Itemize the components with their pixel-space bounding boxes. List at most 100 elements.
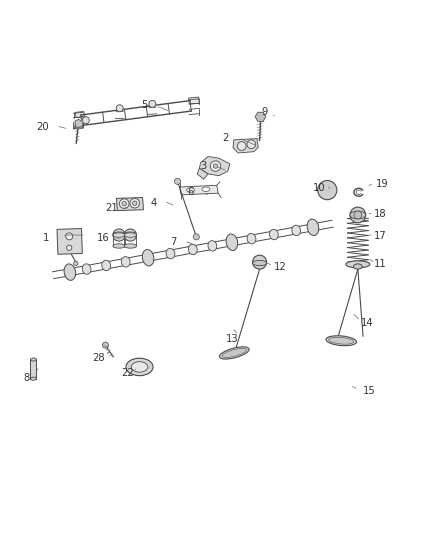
Circle shape bbox=[67, 245, 72, 251]
Text: 15: 15 bbox=[363, 386, 376, 396]
Text: 9: 9 bbox=[261, 107, 268, 117]
Text: 22: 22 bbox=[121, 368, 134, 378]
Text: 5: 5 bbox=[141, 100, 148, 110]
Polygon shape bbox=[74, 124, 78, 128]
Circle shape bbox=[120, 199, 129, 208]
Polygon shape bbox=[78, 124, 82, 128]
Polygon shape bbox=[261, 117, 266, 122]
Circle shape bbox=[124, 229, 137, 241]
Ellipse shape bbox=[253, 261, 267, 265]
Ellipse shape bbox=[208, 241, 217, 251]
Text: 1: 1 bbox=[43, 233, 50, 243]
Ellipse shape bbox=[82, 264, 91, 274]
Polygon shape bbox=[188, 97, 199, 104]
Polygon shape bbox=[30, 359, 36, 379]
Ellipse shape bbox=[269, 229, 278, 240]
Ellipse shape bbox=[219, 347, 249, 359]
Polygon shape bbox=[180, 185, 218, 195]
Ellipse shape bbox=[124, 233, 137, 237]
Circle shape bbox=[174, 179, 180, 184]
Ellipse shape bbox=[121, 256, 130, 267]
Polygon shape bbox=[233, 139, 258, 153]
Circle shape bbox=[149, 100, 156, 107]
Circle shape bbox=[193, 234, 199, 240]
Text: 10: 10 bbox=[313, 183, 326, 193]
Circle shape bbox=[122, 201, 127, 206]
Ellipse shape bbox=[202, 187, 210, 191]
Circle shape bbox=[213, 164, 218, 168]
Ellipse shape bbox=[326, 336, 357, 346]
Text: 20: 20 bbox=[36, 122, 49, 132]
Polygon shape bbox=[57, 229, 82, 254]
Circle shape bbox=[247, 140, 256, 149]
Circle shape bbox=[133, 201, 137, 205]
Ellipse shape bbox=[113, 244, 125, 248]
Circle shape bbox=[318, 181, 337, 200]
Ellipse shape bbox=[102, 260, 110, 271]
Polygon shape bbox=[74, 122, 84, 129]
Text: 7: 7 bbox=[170, 238, 177, 247]
Polygon shape bbox=[78, 122, 82, 126]
Ellipse shape bbox=[131, 362, 148, 372]
Ellipse shape bbox=[187, 188, 194, 192]
Text: 3: 3 bbox=[201, 161, 207, 171]
Circle shape bbox=[350, 207, 366, 223]
Circle shape bbox=[354, 211, 362, 219]
Polygon shape bbox=[78, 119, 82, 124]
Text: 21: 21 bbox=[106, 203, 118, 213]
Ellipse shape bbox=[346, 261, 370, 268]
Text: 17: 17 bbox=[374, 231, 387, 241]
Text: 19: 19 bbox=[376, 179, 389, 189]
Circle shape bbox=[66, 233, 73, 240]
Ellipse shape bbox=[226, 234, 238, 251]
Polygon shape bbox=[258, 117, 263, 122]
Circle shape bbox=[102, 342, 109, 348]
Text: 4: 4 bbox=[150, 198, 157, 208]
Polygon shape bbox=[197, 168, 208, 179]
Ellipse shape bbox=[124, 244, 137, 248]
Circle shape bbox=[74, 261, 78, 265]
Ellipse shape bbox=[328, 337, 354, 344]
Circle shape bbox=[130, 198, 140, 208]
Circle shape bbox=[253, 255, 267, 269]
Text: 28: 28 bbox=[92, 353, 105, 363]
Text: 6: 6 bbox=[187, 187, 194, 197]
Ellipse shape bbox=[292, 225, 300, 236]
Circle shape bbox=[116, 104, 123, 112]
Polygon shape bbox=[199, 157, 230, 176]
Circle shape bbox=[113, 229, 125, 241]
Circle shape bbox=[82, 117, 89, 124]
Ellipse shape bbox=[353, 264, 362, 269]
Ellipse shape bbox=[30, 377, 36, 380]
Polygon shape bbox=[255, 117, 261, 122]
Text: 16: 16 bbox=[97, 233, 110, 243]
Text: 12: 12 bbox=[274, 262, 286, 271]
Ellipse shape bbox=[188, 244, 197, 255]
Text: 11: 11 bbox=[374, 260, 387, 269]
Ellipse shape bbox=[113, 233, 125, 237]
Ellipse shape bbox=[142, 249, 154, 266]
Ellipse shape bbox=[350, 211, 366, 219]
Polygon shape bbox=[255, 112, 261, 117]
Text: 13: 13 bbox=[226, 334, 238, 344]
Polygon shape bbox=[75, 111, 85, 118]
Text: 2: 2 bbox=[223, 133, 229, 143]
Ellipse shape bbox=[247, 233, 256, 244]
Polygon shape bbox=[258, 112, 263, 117]
Polygon shape bbox=[117, 198, 144, 211]
Text: 14: 14 bbox=[361, 318, 374, 328]
Polygon shape bbox=[74, 122, 78, 126]
Text: 8: 8 bbox=[24, 373, 30, 383]
Ellipse shape bbox=[307, 219, 319, 236]
Circle shape bbox=[237, 142, 246, 150]
Ellipse shape bbox=[30, 358, 36, 361]
Polygon shape bbox=[261, 112, 266, 117]
Ellipse shape bbox=[126, 358, 153, 376]
Polygon shape bbox=[74, 119, 78, 124]
Ellipse shape bbox=[113, 232, 125, 236]
Ellipse shape bbox=[124, 232, 137, 236]
Ellipse shape bbox=[64, 264, 76, 280]
Ellipse shape bbox=[222, 349, 247, 358]
Circle shape bbox=[210, 161, 221, 171]
Text: 18: 18 bbox=[374, 209, 387, 219]
